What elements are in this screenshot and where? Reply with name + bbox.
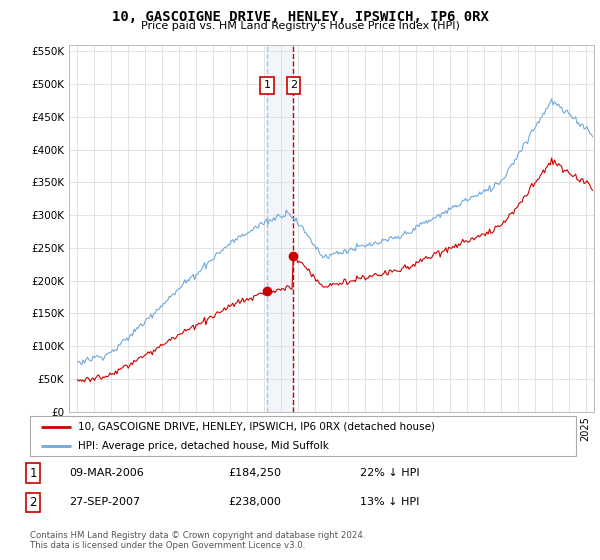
Text: 13% ↓ HPI: 13% ↓ HPI [360, 497, 419, 507]
Text: 1: 1 [29, 466, 37, 480]
Text: Price paid vs. HM Land Registry's House Price Index (HPI): Price paid vs. HM Land Registry's House … [140, 21, 460, 31]
Text: 22% ↓ HPI: 22% ↓ HPI [360, 468, 419, 478]
Text: 10, GASCOIGNE DRIVE, HENLEY, IPSWICH, IP6 0RX: 10, GASCOIGNE DRIVE, HENLEY, IPSWICH, IP… [112, 10, 488, 24]
Text: 27-SEP-2007: 27-SEP-2007 [69, 497, 140, 507]
Text: 10, GASCOIGNE DRIVE, HENLEY, IPSWICH, IP6 0RX (detached house): 10, GASCOIGNE DRIVE, HENLEY, IPSWICH, IP… [78, 422, 435, 432]
Text: 2: 2 [29, 496, 37, 509]
Text: Contains HM Land Registry data © Crown copyright and database right 2024.: Contains HM Land Registry data © Crown c… [30, 531, 365, 540]
Text: HPI: Average price, detached house, Mid Suffolk: HPI: Average price, detached house, Mid … [78, 441, 329, 450]
Text: £184,250: £184,250 [228, 468, 281, 478]
Text: This data is licensed under the Open Government Licence v3.0.: This data is licensed under the Open Gov… [30, 541, 305, 550]
Text: £238,000: £238,000 [228, 497, 281, 507]
Text: 1: 1 [263, 81, 271, 90]
Text: 2: 2 [290, 81, 297, 90]
FancyBboxPatch shape [30, 416, 576, 456]
Bar [267, 45, 293, 412]
Text: 09-MAR-2006: 09-MAR-2006 [69, 468, 144, 478]
